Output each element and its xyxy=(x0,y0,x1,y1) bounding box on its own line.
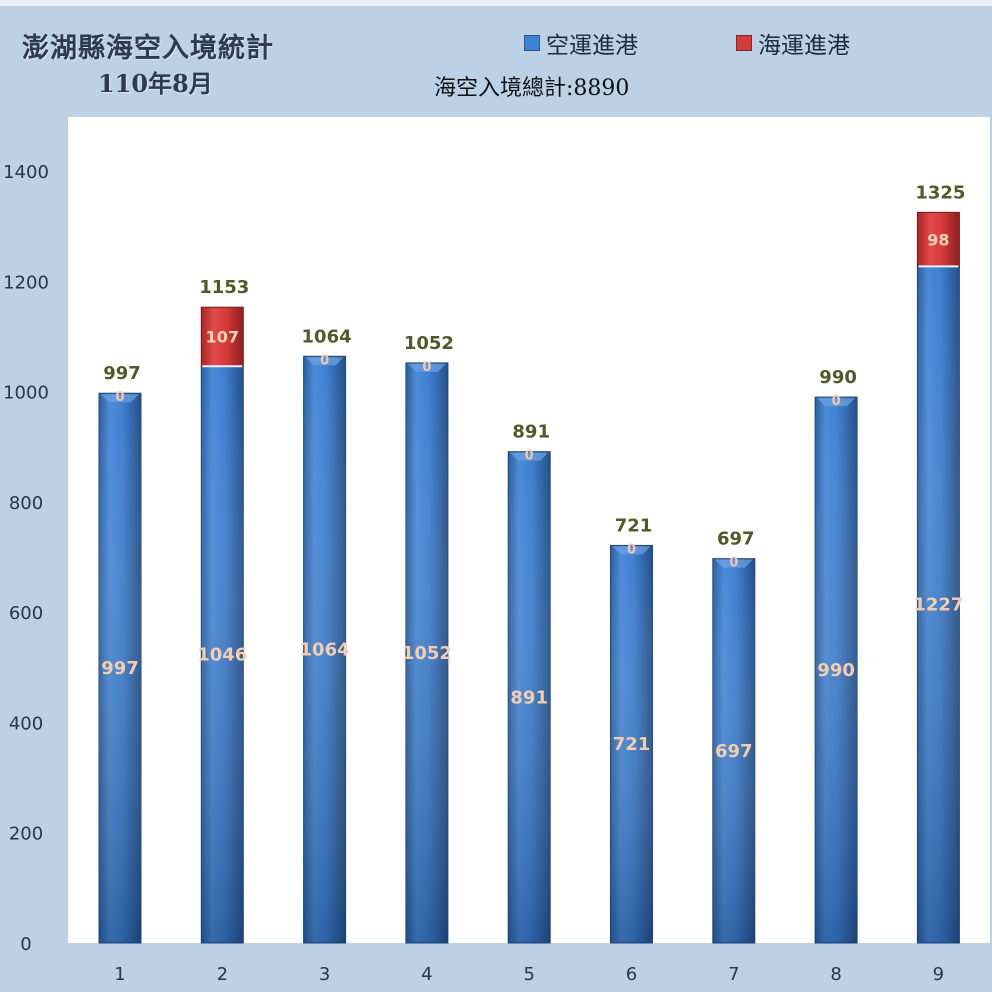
air-value-label: 697 xyxy=(715,741,753,762)
total-value-label: 1052 xyxy=(404,333,454,354)
bar-top-bevel xyxy=(817,398,856,407)
air-value-label: 997 xyxy=(101,658,139,679)
bar-top-bevel xyxy=(407,363,446,372)
sea-value-label: 0 xyxy=(422,360,431,375)
x-tick-label: 5 xyxy=(523,964,534,985)
bar-top-bevel xyxy=(510,452,549,461)
chart-subtitle: 110年8月 xyxy=(98,69,213,98)
bar-top-bevel xyxy=(714,559,753,568)
x-tick-label: 3 xyxy=(319,964,330,985)
total-value-label: 990 xyxy=(819,367,857,388)
air-value-label: 721 xyxy=(613,734,651,755)
sea-value-label: 0 xyxy=(525,449,534,464)
bar-air-shade xyxy=(712,558,755,943)
total-value-label: 1064 xyxy=(302,326,352,347)
air-value-label: 1227 xyxy=(913,595,963,616)
sea-value-label: 0 xyxy=(320,353,329,368)
y-tick-label: 200 xyxy=(9,824,43,845)
total-value-label: 697 xyxy=(717,529,755,550)
bar-air-shade xyxy=(405,362,448,943)
sea-value-label: 0 xyxy=(729,556,738,571)
x-tick-label: 4 xyxy=(421,964,432,985)
bar-top-bevel xyxy=(612,546,651,555)
x-tick-label: 9 xyxy=(933,964,944,985)
x-tick-label: 6 xyxy=(626,964,637,985)
sea-value-label: 107 xyxy=(206,328,239,347)
total-value-label: 997 xyxy=(103,363,141,384)
total-label: 海空入境總計:8890 xyxy=(434,76,630,101)
bar-air-shade xyxy=(815,397,858,944)
y-tick-label: 800 xyxy=(9,493,43,514)
y-tick-label: 400 xyxy=(9,713,43,734)
legend-label-sea: 海運進港 xyxy=(758,33,850,59)
x-tick-label: 8 xyxy=(830,964,841,985)
legend-label-air: 空運進港 xyxy=(546,33,638,59)
y-tick-label: 1000 xyxy=(3,383,49,404)
bar-top-bevel xyxy=(101,394,139,403)
spreadsheet-header-strip xyxy=(0,0,992,7)
y-tick-label: 0 xyxy=(20,934,31,955)
bar-top-bevel xyxy=(305,357,344,366)
y-tick-label: 1200 xyxy=(3,272,49,293)
bar-air-shade xyxy=(201,366,244,944)
total-value-label: 1153 xyxy=(199,277,249,298)
air-value-label: 990 xyxy=(817,660,855,681)
sea-value-label: 98 xyxy=(927,230,949,249)
air-value-label: 891 xyxy=(510,687,548,708)
bar-air-shade xyxy=(99,393,141,943)
bar-air-shade xyxy=(303,356,346,943)
y-tick-label: 1400 xyxy=(3,162,49,183)
x-tick-label: 7 xyxy=(728,964,739,985)
sea-value-label: 0 xyxy=(832,394,841,409)
air-value-label: 1046 xyxy=(197,645,247,666)
air-value-label: 1052 xyxy=(402,643,452,664)
chart-title: 澎湖縣海空入境統計 xyxy=(22,33,274,64)
total-value-label: 1325 xyxy=(915,182,965,203)
sea-value-label: 0 xyxy=(627,542,636,557)
legend-swatch-air xyxy=(524,35,540,51)
x-tick-label: 1 xyxy=(114,964,125,985)
y-tick-label: 600 xyxy=(9,603,43,624)
bar-air-shade xyxy=(508,451,551,943)
air-value-label: 1064 xyxy=(300,640,350,661)
legend-item-sea: 海運進港 xyxy=(736,26,850,60)
sea-value-label: 0 xyxy=(115,390,124,405)
legend-swatch-sea xyxy=(736,35,752,51)
bar-air-shade xyxy=(917,266,960,943)
bar-air-shade xyxy=(610,545,653,943)
legend-item-air: 空運進港 xyxy=(524,26,638,60)
x-tick-label: 2 xyxy=(217,964,228,985)
total-value-label: 891 xyxy=(512,422,550,443)
total-value-label: 721 xyxy=(615,515,653,536)
